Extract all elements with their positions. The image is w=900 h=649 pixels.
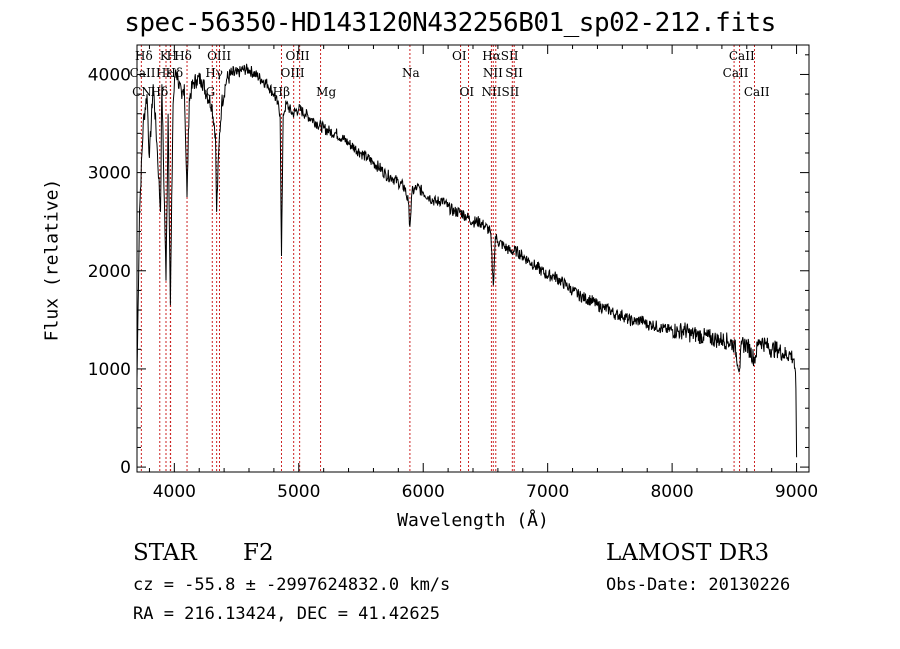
y-tick-label-2: 2000 <box>88 262 131 282</box>
line-label-9: OIII <box>207 49 231 63</box>
line-label-20: NII <box>483 66 503 80</box>
line-label-5: Hε <box>156 66 173 80</box>
y-axis-label: Flux (relative) <box>41 178 63 342</box>
line-label-2: H <box>167 49 177 63</box>
line-label-10: Hγ <box>205 66 223 80</box>
line-label-24: CaII <box>723 66 749 80</box>
line-label-0: Hδ <box>135 49 153 63</box>
line-label-4: CaII <box>130 66 156 80</box>
observation-date: Obs-Date: 20130226 <box>606 575 791 595</box>
plot-frame <box>136 44 810 473</box>
x-tick-label-5: 9000 <box>775 482 818 502</box>
x-tick-label-0: 4000 <box>153 482 196 502</box>
object-subclass: F2 <box>243 540 274 566</box>
x-tick-label-1: 5000 <box>277 482 320 502</box>
line-label-6: Hδ <box>165 66 183 80</box>
x-axis-label: Wavelength (Å) <box>397 510 549 531</box>
line-label-23: CaII <box>729 49 755 63</box>
x-tick-label-2: 6000 <box>402 482 445 502</box>
line-label-17: OI <box>452 49 467 63</box>
line-label-25: CaII <box>744 85 770 99</box>
line-label-8: Hδ <box>151 85 169 99</box>
line-label-12: OIII <box>286 49 310 63</box>
line-label-19: HαSII <box>482 49 519 63</box>
chart-title: spec-56350-HD143120N432256B01_sp02-212.f… <box>124 8 776 38</box>
object-class: STAR <box>133 540 197 566</box>
y-tick-label-1: 1000 <box>88 360 131 380</box>
line-label-14: Hβ <box>273 85 290 99</box>
survey-name: LAMOST DR3 <box>606 540 770 566</box>
line-label-1: K <box>160 49 170 63</box>
y-tick-label-4: 4000 <box>88 65 131 85</box>
line-label-7: CN <box>132 85 152 99</box>
line-label-16: Na <box>402 66 420 80</box>
y-tick-label-0: 0 <box>120 458 131 478</box>
line-label-15: Mg <box>316 85 336 99</box>
x-tick-label-4: 8000 <box>650 482 693 502</box>
spectrum-line <box>136 63 798 458</box>
coordinates-readout: RA = 216.13424, DEC = 41.42625 <box>133 604 441 624</box>
y-tick-label-3: 3000 <box>88 164 131 184</box>
line-label-21: SII <box>505 66 523 80</box>
line-label-3: Hδ <box>174 49 192 63</box>
line-label-18: OI <box>459 85 474 99</box>
line-label-22: NIISII <box>482 85 520 99</box>
line-label-11: G <box>206 85 216 99</box>
x-tick-label-3: 7000 <box>526 482 569 502</box>
line-label-13: OIII <box>281 66 305 80</box>
redshift-readout: cz = -55.8 ± -2997624832.0 km/s <box>133 575 451 595</box>
